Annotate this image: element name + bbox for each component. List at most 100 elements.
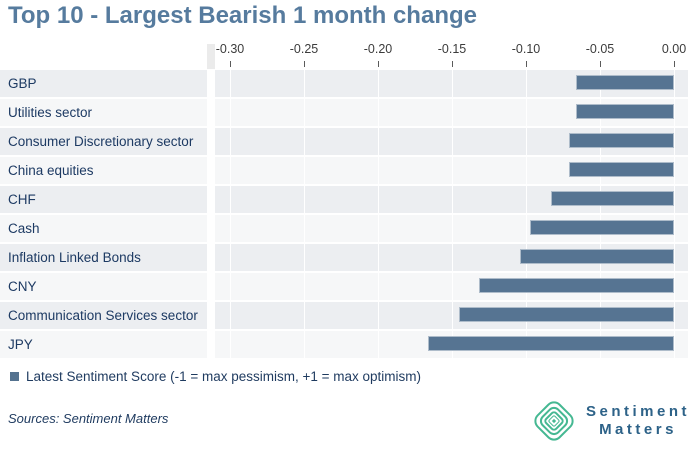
chart-row: China equities — [0, 157, 688, 184]
label-plot-divider — [207, 157, 215, 184]
vertical-gridline — [378, 186, 379, 213]
label-plot-divider — [207, 302, 215, 329]
vertical-gridline — [526, 186, 527, 213]
vertical-gridline — [378, 70, 379, 97]
chart-row: CHF — [0, 186, 688, 213]
x-axis-tick-mark — [674, 61, 675, 67]
logo-text-line2: Matters — [599, 421, 677, 438]
label-plot-divider — [207, 70, 215, 97]
chart-row: Utilities sector — [0, 99, 688, 126]
vertical-gridline — [304, 157, 305, 184]
vertical-gridline — [378, 244, 379, 271]
x-axis-tick-label: -0.10 — [511, 42, 541, 56]
category-label: Consumer Discretionary sector — [8, 134, 194, 149]
category-label: Utilities sector — [8, 105, 93, 120]
label-plot-divider — [207, 331, 215, 358]
vertical-gridline — [526, 215, 527, 242]
legend: Latest Sentiment Score (-1 = max pessimi… — [10, 369, 421, 384]
chart-row: JPY — [0, 331, 688, 358]
vertical-gridline — [452, 244, 453, 271]
vertical-gridline — [526, 70, 527, 97]
sources-note: Sources: Sentiment Matters — [8, 411, 169, 426]
x-axis-tick-label: -0.25 — [289, 42, 319, 56]
vertical-gridline — [674, 331, 675, 358]
vertical-gridline — [674, 302, 675, 329]
vertical-gridline — [674, 157, 675, 184]
vertical-gridline — [230, 157, 231, 184]
vertical-gridline — [674, 128, 675, 155]
sentiment-bar — [551, 191, 674, 206]
vertical-gridline — [378, 302, 379, 329]
vertical-gridline — [674, 244, 675, 271]
chart-title: Top 10 - Largest Bearish 1 month change — [8, 2, 477, 29]
vertical-gridline — [378, 331, 379, 358]
vertical-gridline — [304, 215, 305, 242]
x-axis-tick-label: -0.30 — [215, 42, 245, 56]
vertical-gridline — [378, 99, 379, 126]
brand-logo: Sentiment Matters — [530, 397, 690, 445]
vertical-gridline — [452, 128, 453, 155]
x-axis-tick-mark — [304, 61, 305, 67]
vertical-gridline — [230, 331, 231, 358]
sentiment-bar — [576, 104, 674, 119]
vertical-gridline — [452, 215, 453, 242]
vertical-gridline — [674, 273, 675, 300]
chart-area: GBP Utilities sector Consumer Discretion… — [0, 70, 700, 360]
vertical-gridline — [674, 99, 675, 126]
category-label: CHF — [8, 192, 36, 207]
x-axis-tick-label: 0.00 — [661, 42, 687, 56]
sentiment-bar — [428, 336, 674, 351]
vertical-gridline — [378, 157, 379, 184]
sentiment-bar — [530, 220, 674, 235]
x-axis-tick-mark — [526, 61, 527, 67]
vertical-gridline — [452, 157, 453, 184]
x-axis-tick-label: -0.05 — [585, 42, 615, 56]
chart-row: Communication Services sector — [0, 302, 688, 329]
x-axis-tick-mark — [452, 61, 453, 67]
vertical-gridline — [674, 186, 675, 213]
label-plot-divider — [207, 99, 215, 126]
category-label: JPY — [8, 337, 33, 352]
category-label: Cash — [8, 221, 40, 236]
vertical-gridline — [304, 302, 305, 329]
vertical-gridline — [230, 99, 231, 126]
chart-row: CNY — [0, 273, 688, 300]
logo-wordmark: Sentiment Matters — [586, 403, 690, 440]
logo-text-line1: Sentiment — [585, 402, 690, 420]
vertical-gridline — [452, 273, 453, 300]
sentiment-bar — [520, 249, 674, 264]
concentric-diamond-icon — [530, 397, 578, 445]
vertical-gridline — [230, 186, 231, 213]
vertical-gridline — [526, 157, 527, 184]
vertical-gridline — [452, 302, 453, 329]
category-label: Communication Services sector — [8, 308, 198, 323]
chart-row: Consumer Discretionary sector — [0, 128, 688, 155]
vertical-gridline — [230, 128, 231, 155]
vertical-gridline — [230, 273, 231, 300]
sentiment-bar — [568, 162, 674, 177]
vertical-gridline — [304, 70, 305, 97]
vertical-gridline — [526, 128, 527, 155]
vertical-gridline — [304, 273, 305, 300]
legend-marker-icon — [10, 372, 19, 381]
chart-row: Cash — [0, 215, 688, 242]
label-plot-divider — [207, 128, 215, 155]
x-axis-tick-mark — [600, 61, 601, 67]
vertical-gridline — [378, 273, 379, 300]
label-plot-divider — [207, 273, 215, 300]
vertical-gridline — [230, 215, 231, 242]
vertical-gridline — [674, 70, 675, 97]
category-label: China equities — [8, 163, 94, 178]
vertical-gridline — [230, 70, 231, 97]
x-axis-tick-mark — [230, 61, 231, 67]
sentiment-bar — [568, 133, 674, 148]
legend-label: Latest Sentiment Score (-1 = max pessimi… — [26, 369, 422, 384]
sentiment-bar — [478, 278, 674, 293]
label-plot-divider — [207, 186, 215, 213]
vertical-gridline — [378, 215, 379, 242]
vertical-gridline — [304, 331, 305, 358]
plot-left-edge-band — [207, 44, 215, 69]
vertical-gridline — [526, 99, 527, 126]
x-axis: -0.30 -0.25 -0.20 -0.15 -0.10 -0.05 0.00 — [0, 42, 700, 70]
